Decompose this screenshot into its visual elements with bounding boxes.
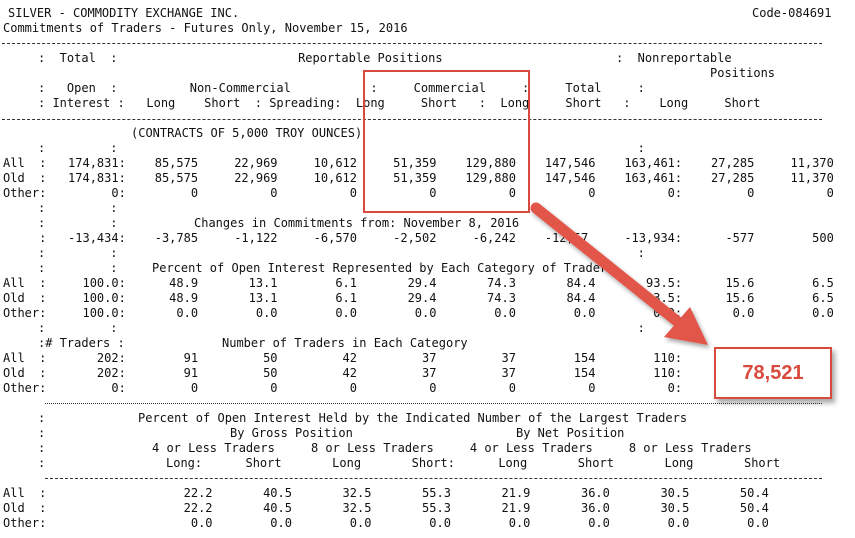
- concentration-all-row: All : 22.2 40.5 32.5 55.3 21.9 36.0 30.5…: [3, 486, 769, 500]
- callout-value: 78,521: [714, 347, 832, 399]
- spacer-colons: :: [38, 411, 46, 425]
- changes-row: : -13,434: -3,785 -1,122 -6,570 -2,502 -…: [3, 231, 834, 245]
- concentration-header-1: 4 or Less Traders 8 or Less Traders 4 or…: [152, 441, 752, 455]
- header-row-1: : Total : Reportable Positions : Nonrepo…: [38, 51, 732, 65]
- percent-old-row: Old : 100.0: 48.9 13.1 6.1 29.4 74.3 84.…: [3, 291, 834, 305]
- spacer-colons: : : :: [38, 141, 645, 155]
- traders-old-row: Old : 202: 91 50 42 37 37 154 110:: [3, 366, 683, 380]
- percent-title: Percent of Open Interest Represented by …: [152, 261, 608, 275]
- commercial-highlight-box: [363, 70, 530, 213]
- concentration-header-2: Long: Short Long Short: Long Short Long …: [166, 456, 781, 470]
- traders-all-row: All : 202: 91 50 42 37 37 154 110:: [3, 351, 683, 365]
- divider: [2, 119, 822, 120]
- header-row-3: : Interest : Long Short : Spreading: Lon…: [38, 96, 761, 110]
- percent-other-row: Other: 100.0: 0.0 0.0 0.0 0.0 0.0 0.0 0.…: [3, 306, 834, 320]
- divider: [45, 478, 822, 479]
- report-subtitle: Commitments of Traders - Futures Only, N…: [3, 21, 408, 35]
- concentration-old-row: Old : 22.2 40.5 32.5 55.3 21.9 36.0 30.5…: [3, 501, 769, 515]
- traders-other-row: Other: 0: 0 0 0 0 0 0 0:: [3, 381, 683, 395]
- spacer-colons: :: [38, 456, 46, 470]
- traders-label: :# Traders :: [38, 336, 125, 350]
- traders-title: Number of Traders in Each Category: [222, 336, 468, 350]
- positions-all-row: All : 174,831: 85,575 22,969 10,612 51,3…: [3, 156, 834, 170]
- changes-title: Changes in Commitments from: November 8,…: [194, 216, 520, 230]
- spacer-colons: : :: [38, 261, 118, 275]
- spacer-colons: :: [38, 426, 46, 440]
- contracts-note: (CONTRACTS OF 5,000 TROY OUNCES): [131, 126, 363, 140]
- divider: [2, 43, 822, 44]
- divider: [45, 403, 822, 404]
- spacer-colons: : :: [38, 216, 118, 230]
- positions-old-row: Old : 174,831: 85,575 22,969 10,612 51,3…: [3, 171, 834, 185]
- report-code: Code-084691: [752, 6, 832, 20]
- header-row-2: : Open : Non-Commercial : Commercial : T…: [38, 81, 645, 95]
- header-row-1b: Positions: [710, 66, 776, 80]
- net-position-label: By Net Position: [516, 426, 625, 440]
- concentration-title: Percent of Open Interest Held by the Ind…: [138, 411, 688, 425]
- gross-position-label: By Gross Position: [230, 426, 353, 440]
- percent-all-row: All : 100.0: 48.9 13.1 6.1 29.4 74.3 84.…: [3, 276, 834, 290]
- spacer-colons: : : :: [38, 321, 645, 335]
- concentration-other-row: Other: 0.0 0.0 0.0 0.0 0.0 0.0 0.0 0.0: [3, 516, 769, 530]
- report-title: SILVER - COMMODITY EXCHANGE INC.: [8, 6, 240, 20]
- spacer-colons: : : :: [38, 246, 645, 260]
- spacer-colons: : :: [38, 201, 118, 215]
- positions-other-row: Other: 0: 0 0 0 0 0 0 0: 0 0: [3, 186, 834, 200]
- spacer-colons: :: [38, 441, 46, 455]
